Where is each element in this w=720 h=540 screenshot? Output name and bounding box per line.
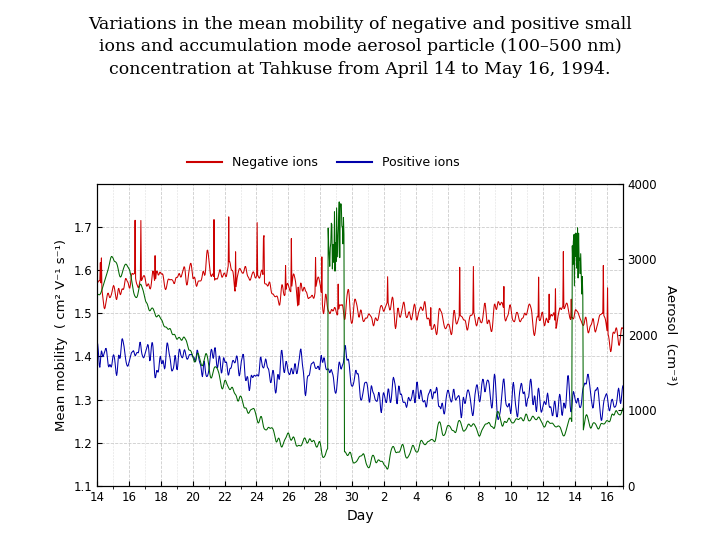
X-axis label: Day: Day bbox=[346, 509, 374, 523]
Y-axis label: Aerosol  (cm⁻³): Aerosol (cm⁻³) bbox=[664, 285, 677, 385]
Legend: Negative ions, Positive ions: Negative ions, Positive ions bbox=[182, 151, 464, 174]
Y-axis label: Mean mobility  ( cm² V⁻¹ s⁻¹): Mean mobility ( cm² V⁻¹ s⁻¹) bbox=[55, 239, 68, 431]
Text: Variations in the mean mobility of negative and positive small
ions and accumula: Variations in the mean mobility of negat… bbox=[88, 16, 632, 78]
